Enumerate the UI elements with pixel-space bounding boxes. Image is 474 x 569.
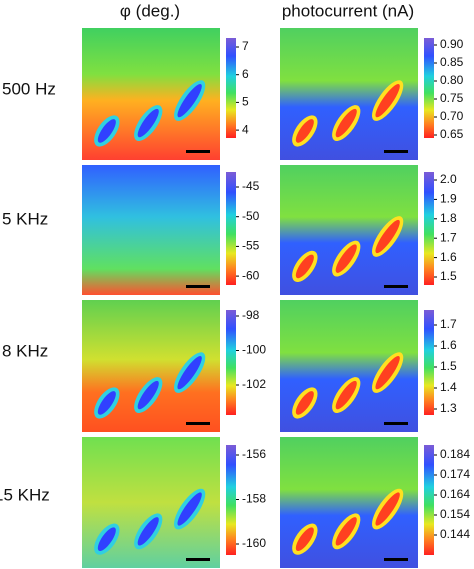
blob bbox=[295, 254, 314, 279]
colorbar-tick-label: 0.164 bbox=[440, 487, 470, 501]
colorbar bbox=[424, 38, 434, 138]
blob bbox=[97, 119, 116, 143]
colorbar-tick-label: 0.144 bbox=[440, 527, 470, 541]
colorbar-tick-label: 1.3 bbox=[440, 401, 457, 415]
scale-bar bbox=[384, 285, 408, 288]
blob bbox=[335, 108, 357, 138]
colorbar-tick-label: 1.5 bbox=[440, 269, 457, 283]
colorbar-tick-label: 1.7 bbox=[440, 317, 457, 331]
colorbar-tick-label: 0.80 bbox=[440, 73, 464, 87]
row-label: 15 KHz bbox=[0, 485, 50, 504]
colorbar-tick-label: 1.7 bbox=[440, 230, 457, 244]
scale-bar bbox=[384, 558, 408, 561]
colorbar-tick-label: 2.0 bbox=[440, 172, 457, 186]
blob bbox=[335, 380, 357, 410]
blob bbox=[295, 391, 314, 415]
colorbar bbox=[226, 310, 236, 415]
colorbar-tick-label: -98 bbox=[242, 308, 260, 322]
blob bbox=[375, 492, 400, 526]
colorbar-tick-label: 1.4 bbox=[440, 380, 457, 394]
row-label: 8 KHz bbox=[2, 341, 48, 360]
colorbar-tick-label: -160 bbox=[242, 536, 266, 550]
colorbar bbox=[226, 172, 236, 285]
colorbar-tick-label: -158 bbox=[242, 492, 266, 506]
blob bbox=[335, 244, 357, 273]
column-title: φ (deg.) bbox=[120, 1, 180, 20]
blob bbox=[177, 83, 202, 118]
scale-bar bbox=[186, 150, 210, 153]
blob bbox=[137, 380, 159, 410]
colorbar-tick-label: -102 bbox=[242, 377, 266, 391]
colorbar-tick-label: -50 bbox=[242, 209, 260, 223]
blob bbox=[375, 219, 400, 254]
blob bbox=[295, 527, 314, 552]
scale-bar bbox=[384, 150, 408, 153]
colorbar bbox=[226, 445, 236, 555]
scale-bar bbox=[186, 285, 210, 288]
colorbar-tick-label: 6 bbox=[242, 67, 249, 81]
colorbar bbox=[226, 38, 236, 138]
colorbar-tick-label: 4 bbox=[242, 122, 249, 136]
blob bbox=[97, 527, 116, 552]
blob bbox=[177, 355, 202, 390]
column-title: photocurrent (nA) bbox=[282, 1, 414, 20]
blob bbox=[375, 83, 400, 118]
colorbar-tick-label: 0.154 bbox=[440, 507, 470, 521]
colorbar-tick-label: -100 bbox=[242, 343, 266, 357]
phase-map bbox=[82, 165, 220, 295]
colorbar bbox=[424, 172, 434, 285]
colorbar-tick-label: 0.184 bbox=[440, 447, 470, 461]
scale-bar bbox=[384, 422, 408, 425]
colorbar-tick-label: -55 bbox=[242, 239, 260, 253]
colorbar-tick-label: 1.5 bbox=[440, 359, 457, 373]
blob bbox=[177, 492, 202, 526]
colorbar-tick-label: 1.6 bbox=[440, 250, 457, 264]
blob bbox=[295, 119, 314, 143]
row-label: 5 KHz bbox=[2, 209, 48, 228]
colorbar-tick-label: 1.9 bbox=[440, 192, 457, 206]
colorbar-tick-label: 0.75 bbox=[440, 91, 464, 105]
colorbar-tick-label: 1.8 bbox=[440, 211, 457, 225]
colorbar bbox=[424, 445, 434, 555]
colorbar-tick-label: 1.6 bbox=[440, 338, 457, 352]
colorbar-tick-label: 0.65 bbox=[440, 127, 464, 141]
colorbar-tick-label: 0.70 bbox=[440, 109, 464, 123]
colorbar-tick-label: 0.174 bbox=[440, 467, 470, 481]
blob bbox=[97, 391, 116, 415]
colorbar-tick-label: -60 bbox=[242, 268, 260, 282]
colorbar-tick-label: 7 bbox=[242, 39, 249, 53]
colorbar-tick-label: 0.90 bbox=[440, 37, 464, 51]
blob bbox=[137, 517, 159, 546]
colorbar-tick-label: 5 bbox=[242, 95, 249, 109]
scale-bar bbox=[186, 558, 210, 561]
blob bbox=[335, 517, 357, 546]
colorbar-tick-label: -156 bbox=[242, 447, 266, 461]
colorbar bbox=[424, 310, 434, 415]
blob bbox=[375, 355, 400, 390]
row-label: 500 Hz bbox=[2, 79, 56, 98]
scale-bar bbox=[186, 422, 210, 425]
colorbar-tick-label: 0.85 bbox=[440, 55, 464, 69]
blob bbox=[137, 108, 159, 138]
colorbar-tick-label: -45 bbox=[242, 179, 260, 193]
